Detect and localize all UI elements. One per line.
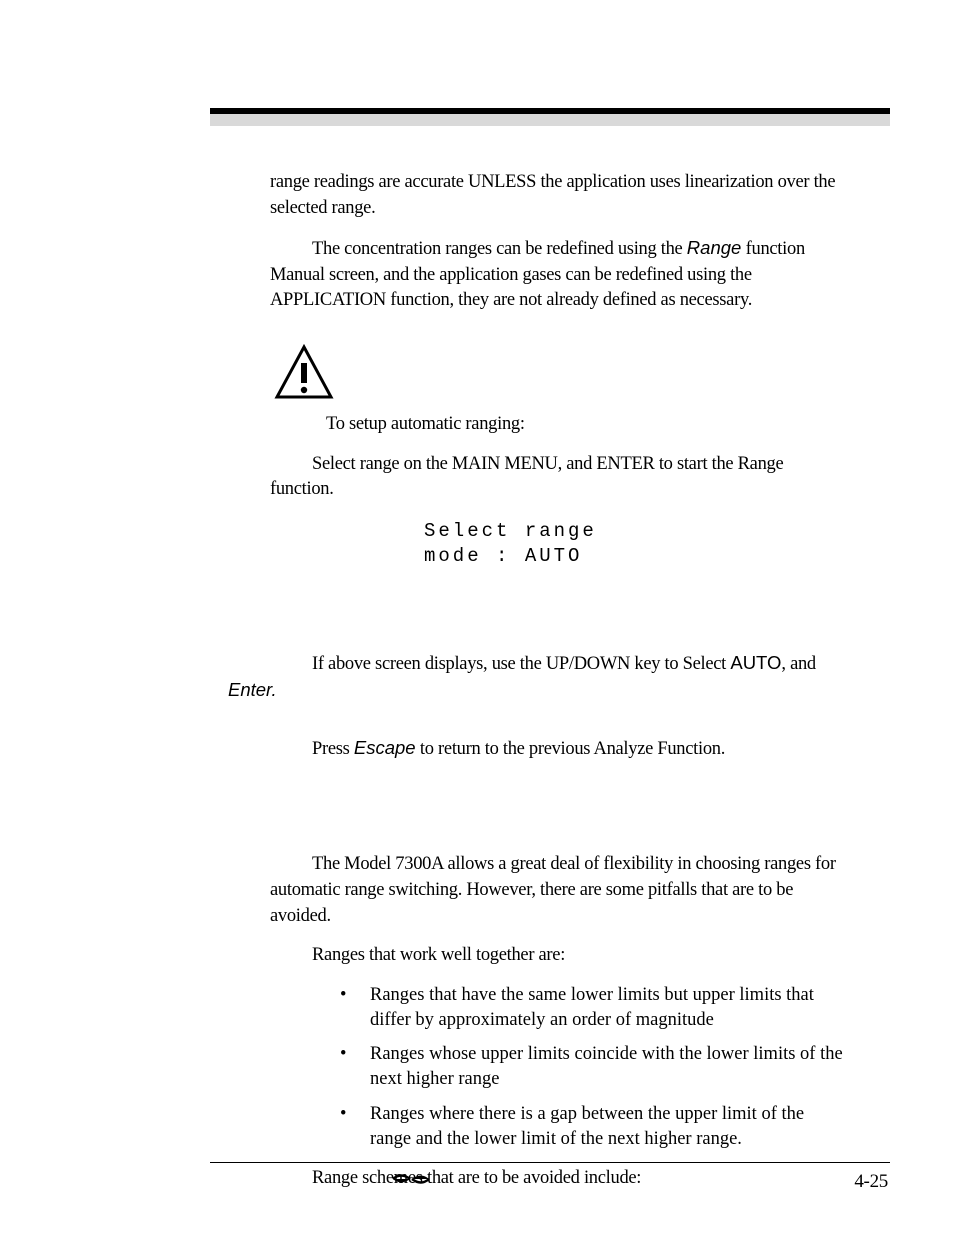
footer-rule bbox=[210, 1162, 890, 1164]
list-item: Ranges whose upper limits coincide with … bbox=[340, 1042, 844, 1092]
list-item: Ranges that have the same lower limits b… bbox=[340, 983, 844, 1033]
rule-grey bbox=[210, 114, 890, 126]
code-display: Select range mode : AUTO bbox=[424, 519, 844, 570]
range-keyword: Range bbox=[687, 237, 742, 258]
paragraph-5: If above screen displays, use the UP/DOW… bbox=[270, 650, 844, 705]
code-line-1: Select range bbox=[424, 519, 844, 545]
code-line-2: mode : AUTO bbox=[424, 544, 844, 570]
page-number: 4-25 bbox=[854, 1171, 888, 1193]
footer-logo-icon bbox=[391, 1170, 431, 1193]
page: range readings are accurate UNLESS the a… bbox=[0, 0, 954, 1235]
paragraph-2: The concentration ranges can be redefine… bbox=[270, 235, 844, 314]
paragraph-4: Select range on the MAIN MENU, and ENTER… bbox=[270, 452, 844, 503]
p6-post: to return to the previous Analyze Functi… bbox=[416, 739, 725, 759]
header-rules bbox=[210, 108, 890, 126]
warning-block bbox=[270, 344, 844, 409]
paragraph-1: range readings are accurate UNLESS the a… bbox=[270, 170, 844, 221]
p5-mid: , and bbox=[781, 654, 815, 674]
paragraph-9: Range schemes that are to be avoided inc… bbox=[270, 1166, 844, 1192]
paragraph-7: The Model 7300A allows a great deal of f… bbox=[270, 852, 844, 929]
enter-keyword: Enter. bbox=[228, 679, 277, 700]
p5-pre: If above screen displays, use the UP/DOW… bbox=[312, 654, 730, 674]
warning-icon bbox=[274, 344, 334, 409]
p6-pre: Press bbox=[312, 739, 354, 759]
auto-keyword: AUTO bbox=[730, 652, 781, 673]
paragraph-6: Press Escape to return to the previous A… bbox=[270, 735, 844, 763]
body-text: range readings are accurate UNLESS the a… bbox=[270, 170, 844, 1206]
p2-pre: The concentration ranges can be redefine… bbox=[312, 239, 687, 259]
paragraph-3: To setup automatic ranging: bbox=[270, 412, 844, 438]
bullet-list: Ranges that have the same lower limits b… bbox=[340, 983, 844, 1153]
paragraph-8: Ranges that work well together are: bbox=[270, 943, 844, 969]
escape-keyword: Escape bbox=[354, 737, 416, 758]
list-item: Ranges where there is a gap between the … bbox=[340, 1102, 844, 1152]
